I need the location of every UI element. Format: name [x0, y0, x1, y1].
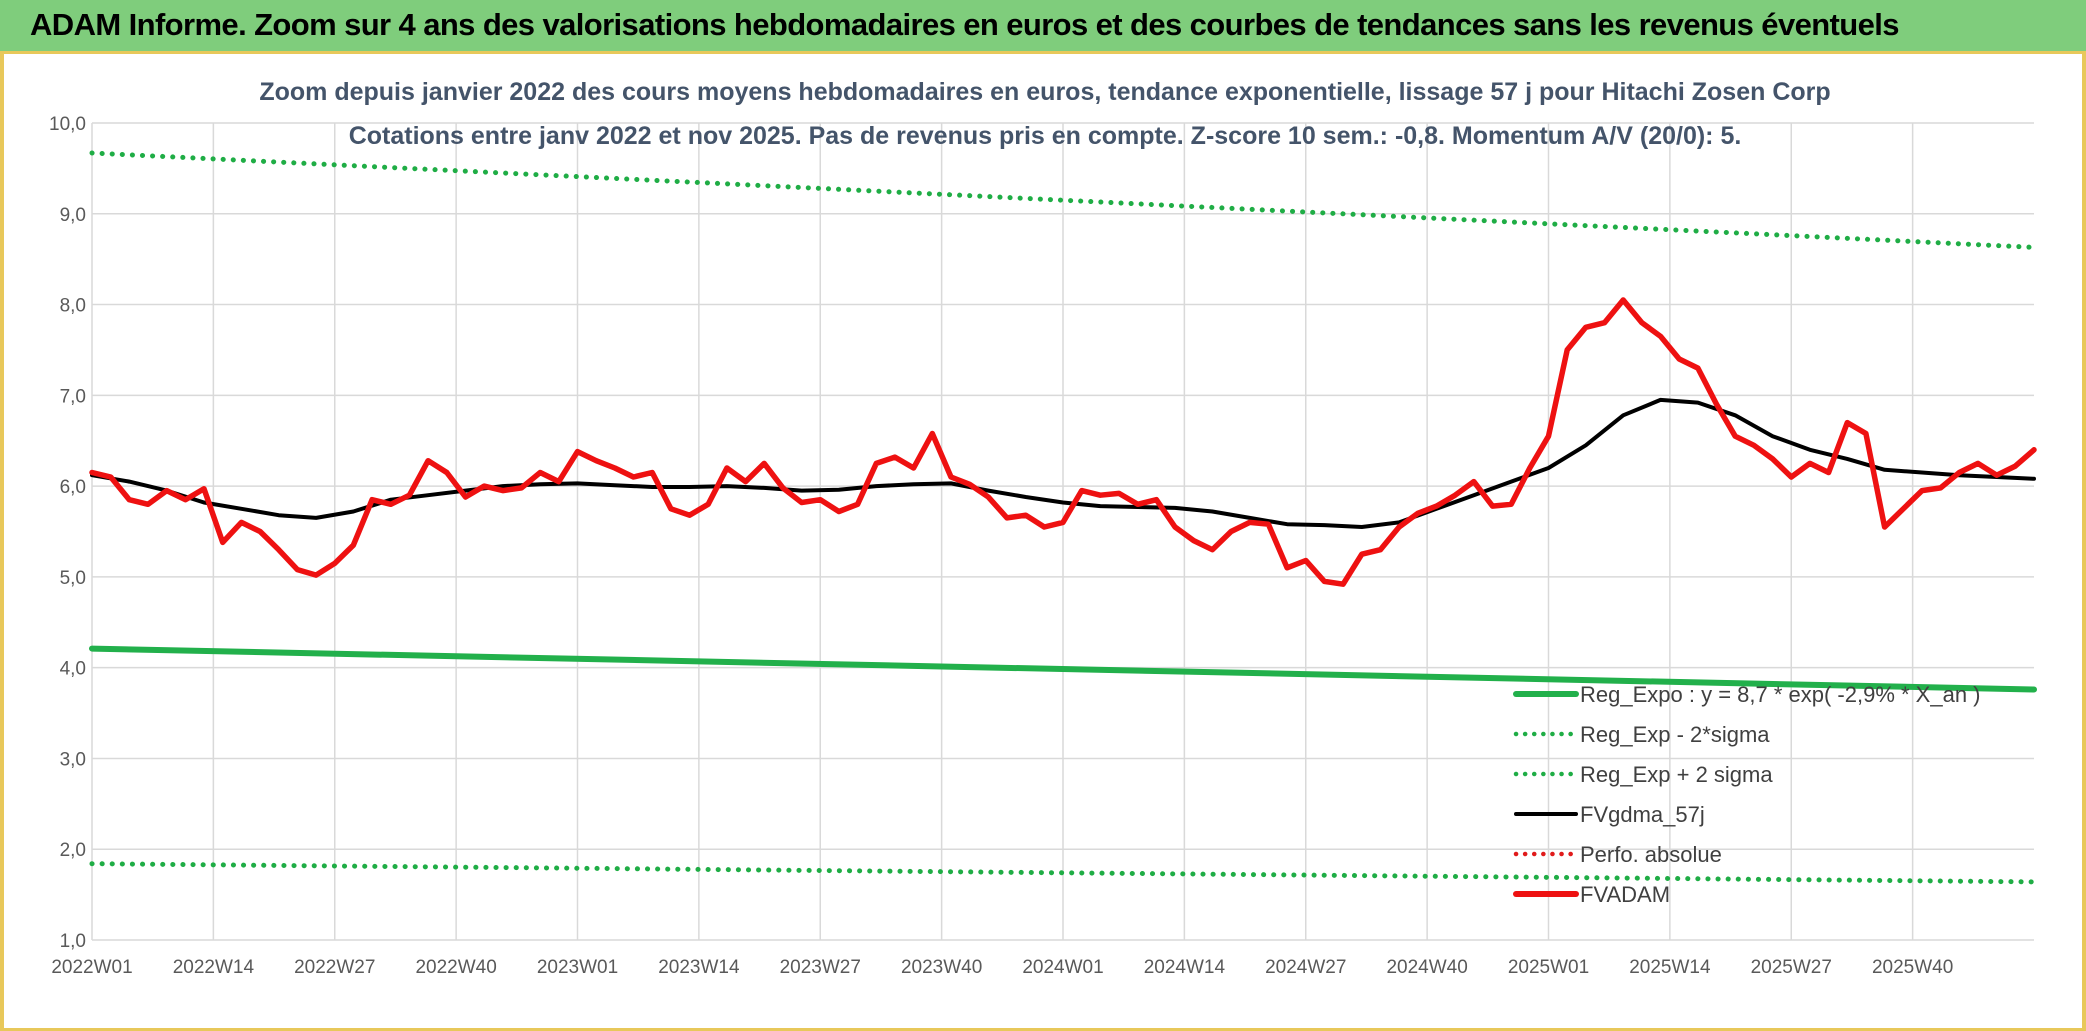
bottom-accent-border [0, 1028, 2086, 1031]
series-line-5 [89, 297, 2037, 587]
y-tick-label: 8,0 [60, 296, 86, 317]
left-accent-border [0, 54, 4, 1031]
y-tick-label: 10,0 [49, 114, 86, 135]
x-tick-label: 2024W01 [1022, 957, 1103, 978]
y-axis-ticks: 1,0 2,0 3,0 4,0 5,0 6,0 7,0 8,0 9,0 10,0 [49, 114, 86, 952]
legend-label: Perfo. absolue [1580, 842, 1722, 867]
x-tick-label: 2023W27 [780, 957, 861, 978]
y-tick-label: 1,0 [60, 931, 86, 952]
x-tick-label: 2023W14 [658, 957, 740, 978]
series-line-1 [89, 861, 2037, 885]
x-tick-label: 2025W14 [1629, 957, 1711, 978]
x-tick-label: 2023W01 [537, 957, 618, 978]
x-tick-label: 2025W27 [1751, 957, 1832, 978]
series-line-0 [89, 645, 2037, 693]
y-tick-label: 7,0 [60, 386, 86, 407]
x-tick-label: 2024W40 [1386, 957, 1467, 978]
x-tick-label: 2025W40 [1872, 957, 1953, 978]
legend-label: Reg_Exp - 2*sigma [1580, 722, 1770, 747]
series-line-2 [89, 150, 2037, 250]
y-tick-label: 4,0 [60, 659, 86, 680]
line-chart: Zoom depuis janvier 2022 des cours moyen… [49, 78, 2037, 978]
legend-label: Reg_Exp + 2 sigma [1580, 762, 1773, 787]
y-tick-label: 3,0 [60, 749, 86, 770]
chart-grid [91, 122, 2034, 941]
report-banner: ADAM Informe. Zoom sur 4 ans des valoris… [0, 0, 2086, 54]
legend-label: FVADAM [1580, 882, 1670, 907]
x-tick-label: 2022W27 [294, 957, 375, 978]
report-title: ADAM Informe. Zoom sur 4 ans des valoris… [30, 7, 1900, 42]
chart-title: Zoom depuis janvier 2022 des cours moyen… [259, 78, 1830, 106]
series-line-3 [90, 397, 2036, 529]
x-tick-label: 2025W01 [1508, 957, 1589, 978]
x-tick-label: 2024W27 [1265, 957, 1346, 978]
chart-subtitle: Cotations entre janv 2022 et nov 2025. P… [349, 122, 1742, 150]
right-accent-border [2082, 54, 2086, 1031]
x-tick-label: 2022W40 [415, 957, 496, 978]
legend-label: Reg_Expo : y = 8,7 * exp( -2,9% * X_an ) [1580, 682, 1981, 707]
x-tick-label: 2023W40 [901, 957, 982, 978]
chart-legend: Reg_Expo : y = 8,7 * exp( -2,9% * X_an )… [1513, 682, 1981, 907]
x-tick-label: 2024W14 [1144, 957, 1226, 978]
legend-label: FVgdma_57j [1580, 802, 1705, 827]
x-tick-label: 2022W01 [51, 957, 132, 978]
y-tick-label: 9,0 [60, 205, 86, 226]
chart-series [89, 150, 2037, 885]
y-tick-label: 5,0 [60, 568, 86, 589]
y-tick-label: 2,0 [60, 840, 86, 861]
x-axis-ticks: 2022W01 2022W14 2022W27 2022W40 2023W01 2023W… [51, 957, 1953, 978]
y-tick-label: 6,0 [60, 477, 86, 498]
x-tick-label: 2022W14 [173, 957, 255, 978]
